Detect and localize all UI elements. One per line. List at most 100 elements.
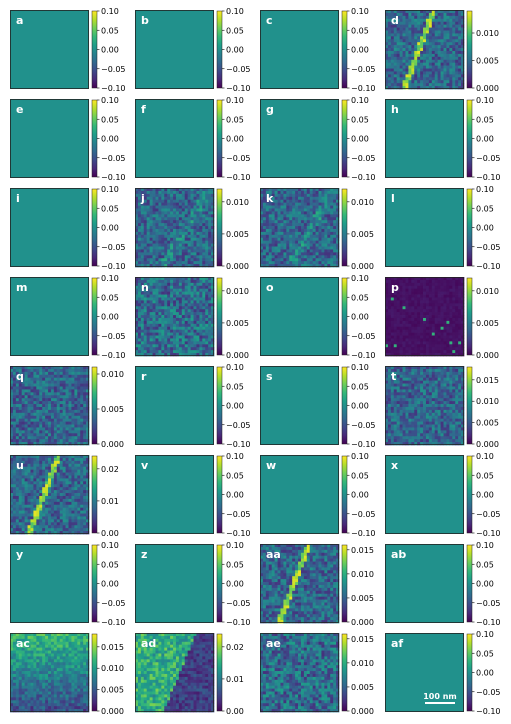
panel-frame-i [10,188,89,267]
panel-frame-b [135,10,214,89]
colorbar-aa [341,544,348,623]
colorbar-tick-label: 0.005 [351,230,374,239]
colorbar-tick-label: 0.10 [101,96,119,105]
colorbar-tick-label: −0.05 [476,599,501,608]
colorbar-tick-label: 0.10 [226,96,244,105]
colorbar-tick-label: 0.05 [351,26,369,35]
colorbar-tick-label: 0.10 [351,274,369,283]
colorbar-af [466,633,473,712]
panel-frame-u [10,455,89,534]
panel-frame-h [385,99,464,178]
colorbar-tick-label: −0.05 [101,65,126,74]
panel-letter-af: af [391,637,403,650]
colorbar-y [91,544,98,623]
panel-frame-y [10,544,89,623]
colorbar-g [341,99,348,178]
colorbar-tick-label: 0.02 [101,465,119,474]
panel-image-aa [260,544,340,624]
colorbar-s [341,366,348,445]
panel-letter-ad: ad [141,637,156,650]
panel-e: e 0.10 0.05 0.00 −0.05 −0.10 [10,96,126,182]
panel-image-o [260,277,339,356]
panel-letter-w: w [266,459,276,472]
colorbar-tick-label: 0.10 [101,7,119,16]
panel-image-ab [385,544,464,623]
panel-letter-q: q [16,370,24,383]
colorbar-tick-label: 0.000 [226,262,249,271]
colorbar-tick-label: 0.010 [101,370,124,379]
panel-v: v 0.10 0.05 0.00 −0.05 −0.10 [135,452,251,538]
panel-frame-g [260,99,339,178]
colorbar-tick-label: 0.10 [476,541,494,550]
panel-image-j [135,188,215,268]
panel-letter-l: l [391,192,395,205]
panel-aa: aa 0.015 0.010 0.005 0.000 [260,544,374,627]
panel-frame-e [10,99,89,178]
panel-image-q [10,366,90,446]
colorbar-a [91,10,98,89]
panel-frame-p [385,277,464,356]
colorbar-tick-label: −0.10 [101,84,126,93]
panel-letter-e: e [16,103,23,116]
colorbar-tick-label: −0.05 [476,154,501,163]
panel-image-l [385,188,464,267]
panel-image-af [385,633,464,712]
panel-letter-aa: aa [266,548,281,561]
colorbar-tick-label: 0.005 [351,683,374,692]
panel-ae: ae 0.015 0.010 0.005 0.000 [260,633,374,716]
panel-letter-ac: ac [16,637,30,650]
colorbar-tick-label: 0.000 [351,618,374,627]
colorbar-tick-label: 0.05 [226,382,244,391]
colorbar-b [216,10,223,89]
colorbar-tick-label: −0.05 [476,243,501,252]
panel-image-ae [260,633,340,713]
colorbar-tick-label: −0.10 [351,173,376,182]
panel-letter-c: c [266,14,273,27]
colorbar-tick-label: 0.010 [226,198,249,207]
colorbar-f [216,99,223,178]
colorbar-tick-label: −0.05 [226,154,251,163]
colorbar-tick-label: 0.000 [226,351,249,360]
colorbar-tick-label: 0.00 [476,224,494,233]
colorbar-n [216,277,223,356]
colorbar-tick-label: −0.10 [226,173,251,182]
panel-frame-f [135,99,214,178]
colorbar-tick-label: −0.05 [226,510,251,519]
colorbar-tick-label: 0.05 [351,115,369,124]
colorbar-tick-label: 0.000 [476,84,499,93]
colorbar-tick-label: 0.00 [351,402,369,411]
colorbar-tick-label: 0.00 [226,402,244,411]
colorbar-tick-label: 0.10 [101,541,119,550]
panel-w: w 0.10 0.05 0.00 −0.05 −0.10 [260,452,376,538]
colorbar-tick-label: −0.10 [226,84,251,93]
colorbar-k [341,188,348,267]
colorbar-tick-label: −0.05 [226,421,251,430]
colorbar-tick-label: −0.10 [226,529,251,538]
panel-frame-m [10,277,89,356]
colorbar-tick-label: 0.10 [351,452,369,461]
colorbar-tick-label: 0.010 [476,29,499,38]
panel-ab: ab 0.10 0.05 0.00 −0.05 −0.10 [385,541,501,627]
colorbar-tick-label: −0.05 [351,65,376,74]
colorbar-tick-label: 0.005 [351,594,374,603]
panel-k: k 0.010 0.005 0.000 [260,188,374,271]
colorbar-tick-label: 0.05 [101,115,119,124]
colorbar-tick-label: 0.010 [351,570,374,579]
panel-letter-p: p [391,281,399,294]
colorbar-c [341,10,348,89]
panel-image-t [385,366,465,446]
colorbar-tick-label: 0.00 [351,46,369,55]
colorbar-tick-label: 0.000 [351,262,374,271]
panel-frame-t [385,366,464,445]
colorbar-tick-label: 0.010 [351,198,374,207]
panel-m: m 0.10 0.05 0.00 −0.05 −0.10 [10,274,126,360]
panel-image-v [135,455,214,534]
colorbar-tick-label: 0.015 [351,635,374,644]
colorbar-tick-label: 0.01 [101,497,119,506]
colorbar-tick-label: 0.005 [101,686,124,695]
colorbar-m [91,277,98,356]
panel-af: af 100 nm 0.10 0.05 0.00 −0.05 −0.10 [385,630,501,716]
colorbar-tick-label: 0.00 [226,135,244,144]
colorbar-tick-label: 0.015 [101,643,124,652]
colorbar-u [91,455,98,534]
